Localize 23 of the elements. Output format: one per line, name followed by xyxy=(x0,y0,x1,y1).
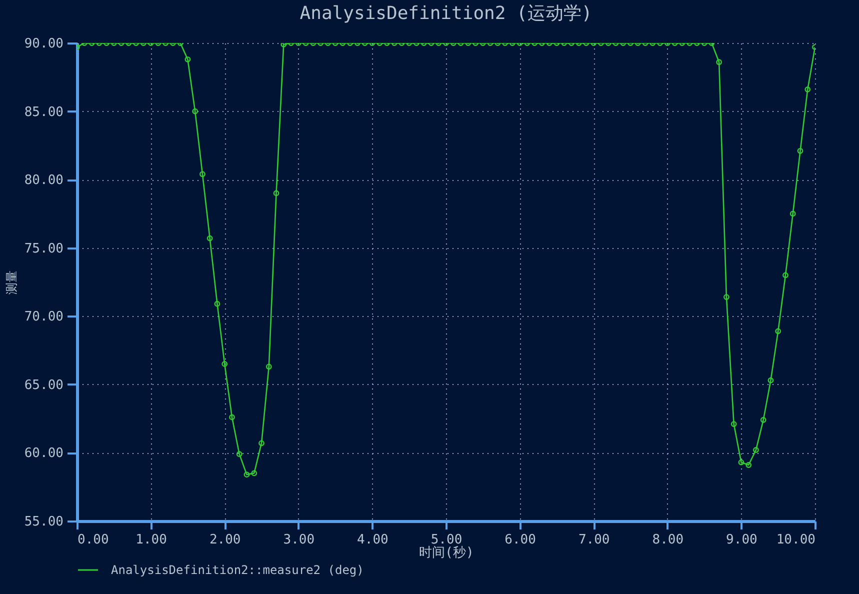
x-tick-label: 6.00 xyxy=(504,532,536,548)
y-tick-label: 85.00 xyxy=(24,104,64,120)
x-tick-label: 8.00 xyxy=(652,532,684,548)
y-tick-label: 55.00 xyxy=(24,514,64,530)
x-axis-title: 时间(秒) xyxy=(419,546,474,560)
x-tick-label: 2.00 xyxy=(209,532,241,548)
x-tick-label: 10.00 xyxy=(776,532,816,548)
y-tick-label: 90.00 xyxy=(24,36,64,52)
chart-title: AnalysisDefinition2 (运动学) xyxy=(300,3,592,24)
x-tick-label: 0.00 xyxy=(78,532,109,548)
x-tick-label: 3.00 xyxy=(283,532,315,548)
x-tick-label: 5.00 xyxy=(430,532,462,548)
y-axis-title: 测量 xyxy=(4,270,18,294)
legend-label: AnalysisDefinition2::measure2 (deg) xyxy=(111,563,364,577)
x-tick-label: 7.00 xyxy=(578,532,610,548)
y-tick-label: 75.00 xyxy=(24,241,64,256)
y-tick-label: 65.00 xyxy=(24,378,64,393)
x-tick-label: 4.00 xyxy=(357,532,388,548)
y-tick-label: 70.00 xyxy=(24,310,64,325)
x-tick-label: 9.00 xyxy=(726,532,758,548)
y-tick-label: 60.00 xyxy=(24,446,64,462)
x-tick-label: 1.00 xyxy=(136,532,167,548)
y-tick-label: 80.00 xyxy=(24,173,64,188)
